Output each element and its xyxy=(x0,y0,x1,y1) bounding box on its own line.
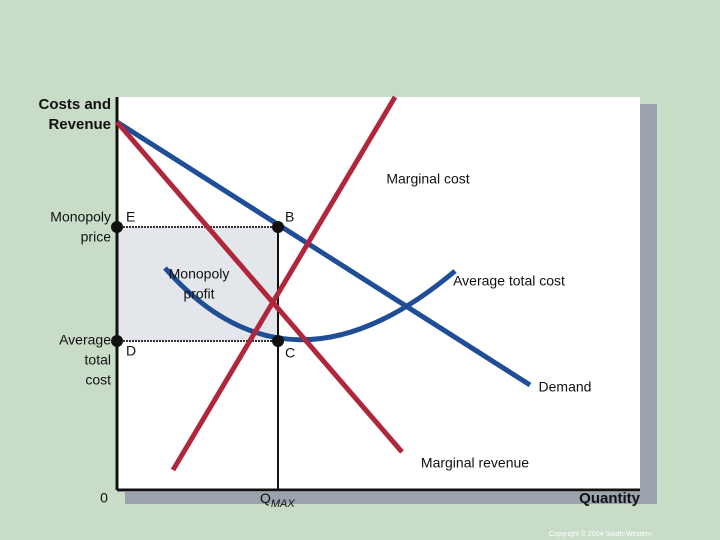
atc-curve xyxy=(163,266,457,343)
curve-label: Average total cost xyxy=(453,273,565,289)
quantity-label: QMAX xyxy=(260,490,295,510)
point xyxy=(272,221,284,233)
origin-label: 0 xyxy=(100,490,108,506)
curve-label: Marginal cost xyxy=(386,171,469,187)
point xyxy=(111,221,123,233)
demand-curve xyxy=(115,119,532,388)
point xyxy=(111,335,123,347)
curve-label: Marginal revenue xyxy=(421,455,529,471)
cost-label: Average xyxy=(59,332,111,348)
profit-area xyxy=(117,227,278,341)
point-label: C xyxy=(285,345,295,361)
mc-curve xyxy=(170,95,398,472)
point xyxy=(272,335,284,347)
y-axis-label: Costs and xyxy=(38,96,111,113)
area-label: profit xyxy=(183,286,214,302)
area-label: Monopoly xyxy=(169,266,230,282)
y-axis-label: Revenue xyxy=(48,116,111,133)
mr-curve xyxy=(115,120,404,454)
point-label: D xyxy=(126,343,136,359)
cost-label: total xyxy=(85,352,111,368)
cost-label: cost xyxy=(85,372,111,388)
price-label: Monopoly xyxy=(50,209,111,225)
copyright: Copyright © 2004 South-Western xyxy=(549,530,652,538)
curve-label: Demand xyxy=(539,379,592,395)
q-symbol: Q xyxy=(260,490,271,506)
x-axis-label: Quantity xyxy=(579,490,640,507)
point-label: B xyxy=(285,209,294,225)
point-label: E xyxy=(126,209,135,225)
price-label: price xyxy=(81,229,112,245)
q-subscript: MAX xyxy=(271,498,296,510)
